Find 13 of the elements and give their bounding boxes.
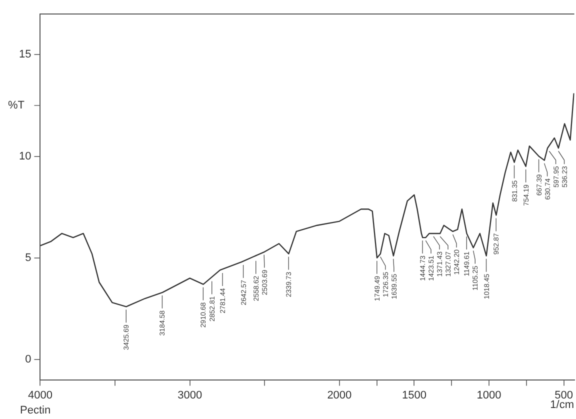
y-tick-label: 0	[25, 354, 32, 366]
x-tick-label: 1000	[476, 389, 502, 402]
y-tick-label: 15	[18, 48, 32, 61]
x-tick-label: 2000	[327, 389, 352, 402]
y-axis-title: %T	[8, 99, 25, 112]
x-tick-label: 500	[554, 389, 574, 402]
y-tick-label: 10	[18, 150, 32, 162]
text: Pectin	[20, 404, 51, 417]
x-tick-label: 1500	[402, 389, 426, 402]
x-axis-title: 1/cm	[550, 399, 574, 412]
x-tick-label: 4000	[28, 389, 52, 402]
y-tick-label: 5	[25, 252, 32, 264]
x-tick-label: 3000	[178, 389, 202, 402]
